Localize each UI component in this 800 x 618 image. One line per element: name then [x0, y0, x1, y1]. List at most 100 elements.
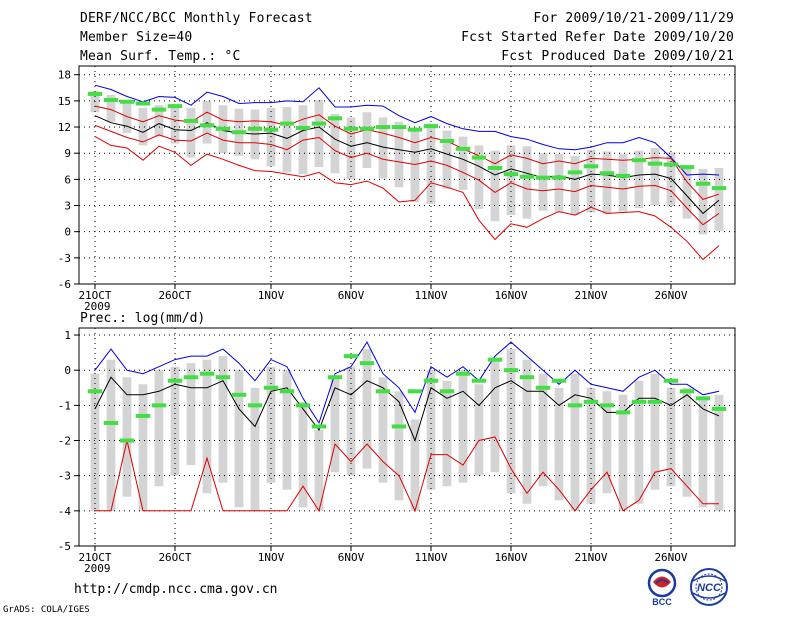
observed-mark	[231, 392, 247, 397]
y-tick-label: 9	[64, 147, 71, 160]
y-tick-label: 3	[64, 200, 71, 213]
observed-mark	[583, 164, 599, 169]
grads-credit: GrADS: COLA/IGES	[3, 605, 90, 615]
spread-bar	[474, 384, 484, 476]
spread-bar	[522, 359, 532, 504]
x-tick-label: 26OCT	[158, 551, 191, 564]
observed-mark	[263, 385, 279, 390]
spread-bar	[602, 391, 612, 494]
spread-bar	[682, 165, 692, 219]
spread-bar	[538, 153, 548, 211]
observed-mark	[423, 124, 439, 129]
y-tick-label: 18	[58, 69, 71, 82]
spread-bar	[602, 151, 612, 215]
observed-mark	[615, 173, 631, 178]
y-tick-label: 0	[64, 226, 71, 239]
observed-mark	[103, 420, 119, 425]
spread-bar	[314, 100, 324, 168]
ncc-logo-text: NCC	[697, 582, 722, 594]
observed-mark	[471, 378, 487, 383]
series-line-ensemble-max	[94, 341, 720, 425]
spread-bar	[442, 380, 452, 487]
observed-mark	[183, 375, 199, 380]
spread-bar	[394, 121, 404, 188]
ncc-logo-icon: NCC	[690, 568, 728, 606]
observed-mark	[711, 406, 727, 411]
observed-mark	[279, 389, 295, 394]
spread-bar	[394, 391, 404, 501]
spread-bar	[266, 107, 276, 167]
observed-mark	[279, 121, 295, 126]
observed-mark	[295, 125, 311, 130]
observed-mark	[199, 123, 215, 128]
spread-bar	[250, 387, 260, 511]
spread-bar	[138, 384, 148, 511]
spread-bar	[298, 401, 308, 508]
y-tick-label: 12	[58, 121, 71, 134]
x-tick-label: 16NOV	[494, 551, 527, 564]
y-tick-label: -3	[58, 252, 71, 265]
observed-mark	[551, 378, 567, 383]
observed-mark	[423, 378, 439, 383]
observed-mark	[695, 181, 711, 186]
y-tick-label: 0	[64, 364, 71, 377]
observed-mark	[199, 371, 215, 376]
spread-bar	[282, 370, 292, 490]
observed-mark	[711, 186, 727, 191]
precip-variable-label: Prec.: log(mm/d)	[80, 311, 205, 326]
y-tick-label: -3	[58, 470, 71, 483]
spread-bar	[122, 101, 132, 134]
fcst-produced-date: Fcst Produced Date 2009/10/21	[501, 49, 734, 64]
source-url[interactable]: http://cmdp.ncc.cma.gov.cn	[74, 582, 278, 597]
spread-bar	[186, 107, 196, 158]
spread-bar	[506, 145, 516, 216]
y-tick-label: 15	[58, 95, 71, 108]
observed-mark	[471, 155, 487, 160]
observed-mark	[503, 368, 519, 373]
observed-mark	[599, 171, 615, 176]
y-tick-label: -6	[58, 278, 71, 291]
spread-bar	[474, 145, 484, 210]
observed-mark	[215, 126, 231, 131]
x-tick-label: 26NOV	[654, 289, 687, 302]
x-tick-label: 6NOV	[338, 551, 365, 564]
spread-bar	[522, 146, 532, 219]
spread-bar	[282, 106, 292, 173]
bcc-logo-icon: BCC	[647, 568, 677, 607]
observed-mark	[567, 403, 583, 408]
observed-mark	[87, 389, 103, 394]
spread-bar	[154, 370, 164, 487]
spread-bar	[650, 373, 660, 490]
spread-bar	[714, 168, 724, 231]
observed-mark	[503, 172, 519, 177]
spread-bar	[554, 387, 564, 501]
spread-bar	[570, 155, 580, 216]
observed-mark	[119, 99, 135, 104]
spread-bar	[618, 154, 628, 212]
spread-bar	[346, 117, 356, 180]
observed-mark	[151, 403, 167, 408]
spread-bar	[618, 394, 628, 511]
observed-mark	[343, 354, 359, 359]
observed-mark	[135, 101, 151, 106]
spread-bar	[234, 370, 244, 508]
spread-bar	[650, 147, 660, 206]
x-tick-label: 21NOV	[574, 289, 607, 302]
observed-mark	[519, 375, 535, 380]
observed-mark	[455, 146, 471, 151]
spread-bar	[378, 117, 388, 179]
x-tick-label: 21NOV	[574, 551, 607, 564]
series-line-upper-percentile	[94, 105, 720, 200]
y-tick-label: 6	[64, 173, 71, 186]
plot-frame	[78, 327, 736, 547]
observed-mark	[311, 424, 327, 429]
observed-mark	[343, 126, 359, 131]
member-size-label: Member Size=40	[80, 30, 193, 45]
variable-label: Mean Surf. Temp.: °C	[80, 49, 241, 64]
spread-bar	[106, 359, 116, 511]
spread-bar	[346, 366, 356, 476]
observed-mark	[647, 161, 663, 166]
